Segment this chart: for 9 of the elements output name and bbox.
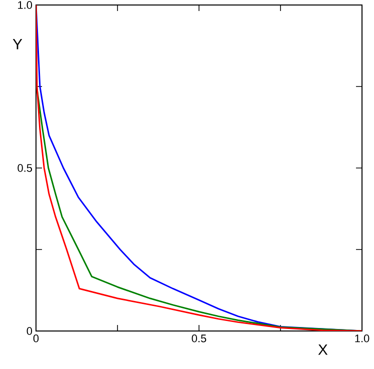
- y-tick-label: 1.0: [18, 1, 32, 9]
- y-tick-label: 0: [26, 327, 32, 335]
- x-tick-label: 0.5: [192, 334, 206, 342]
- line-series: [36, 4, 362, 331]
- x-tick-label: 1.0: [355, 334, 370, 342]
- y-tick-label: 0.5: [18, 164, 32, 172]
- x-axis-title: X: [318, 344, 328, 355]
- x-tick-label: 0: [33, 334, 39, 342]
- y-axis-title: Y: [12, 38, 22, 50]
